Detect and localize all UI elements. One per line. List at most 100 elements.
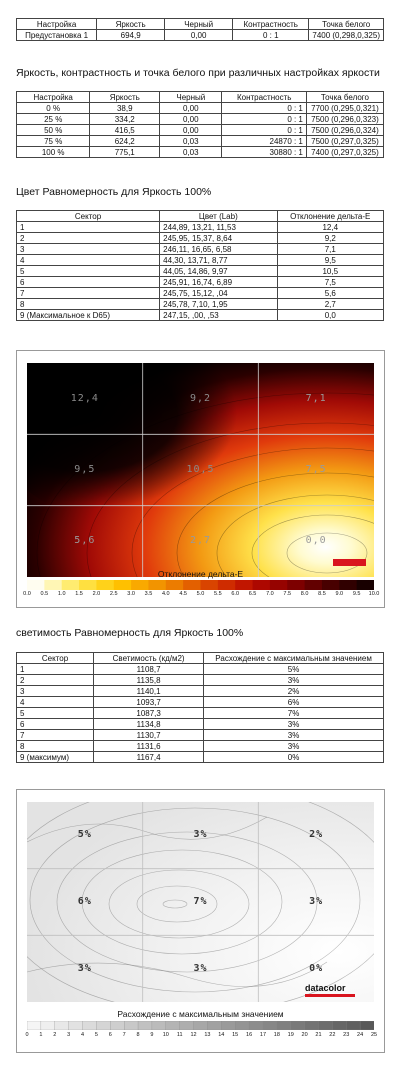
scale-tick-label: 24: [357, 1032, 364, 1038]
color-uniformity-table: Сектор Цвет (Lab) Отклонение дельта-E 1 244…: [15, 210, 385, 321]
table-cell: 3: [15, 243, 161, 255]
gray-scale-step: [54, 1021, 70, 1030]
table-cell: 7,1: [276, 243, 385, 255]
scale-tick-label: 2: [53, 1032, 57, 1038]
scale-tick-label: 25: [370, 1032, 378, 1038]
table-row: 8 245,78, 7,10, 1,95 2,7: [15, 298, 385, 310]
scale-tick-label: 6.5: [248, 591, 257, 597]
scale-tick-label: 12: [190, 1032, 197, 1038]
delta-e-legend-title: Отклонение дельта-E: [157, 569, 244, 579]
gray-scale-step: [346, 1021, 361, 1030]
table-cell: 12,4: [276, 221, 385, 233]
table-cell: 8: [15, 740, 95, 752]
gray-scale-step: [40, 1021, 56, 1030]
sector-value-label: 6%: [77, 896, 92, 907]
table-cell: 1: [15, 663, 95, 675]
scale-tick-label: 23: [343, 1032, 350, 1038]
table-cell: 0 : 1: [221, 102, 307, 114]
color-scale-step: [131, 580, 149, 590]
sector-value-label: 5%: [77, 829, 92, 841]
table-cell: 9 (Максимальное к D65): [15, 309, 161, 321]
scale-tick-label: 16: [246, 1032, 253, 1038]
column-header: Точка белого: [305, 91, 385, 103]
table-row: 6 245,91, 16,74, 6,89 7,5: [15, 276, 385, 288]
table-cell: 10,5: [276, 265, 385, 277]
brightness-table: Настройка Яркость Черный Контрастность Точка…: [15, 91, 385, 158]
table-row: 8 1131,6 3%: [15, 740, 384, 752]
scale-tick-label: 7.0: [266, 591, 274, 597]
table-cell: 1135,8: [93, 674, 205, 686]
table-cell: 7400 (0,297,0,325): [305, 146, 385, 158]
table-cell: 0,00: [159, 124, 223, 136]
table-cell: 1: [15, 221, 161, 233]
scale-tick-label: 7: [122, 1032, 126, 1038]
table-cell: 2,7: [276, 298, 385, 310]
gray-scale-step: [318, 1021, 334, 1030]
table-cell: 2: [15, 232, 161, 244]
delta-e-heatmap: [27, 363, 374, 577]
gray-scale-step: [110, 1021, 125, 1030]
color-scale-step: [321, 580, 340, 590]
table-cell: 7,5: [276, 276, 385, 288]
sector-value-label: 5,6: [74, 535, 96, 547]
gray-scale-step: [290, 1021, 306, 1030]
table-cell: 6%: [203, 696, 384, 708]
scale-tick-label: 19: [287, 1032, 294, 1038]
scale-tick-label: 14: [218, 1032, 225, 1038]
color-scale-step: [148, 580, 167, 590]
table-row: 4 1093,7 6%: [15, 696, 384, 708]
table-row: 3 246,11, 16,65, 6,58 7,1: [15, 243, 385, 255]
table-cell: 8: [15, 298, 161, 310]
table-header-row: Сектор Светимость (кд/м2) Расхождение с ма…: [15, 652, 384, 664]
table-cell: 24870 : 1: [221, 135, 307, 147]
table-cell: 0 : 1: [221, 124, 307, 136]
sector-value-label: 0,0: [305, 535, 327, 547]
column-header: Светимость (кд/м2): [93, 652, 205, 664]
gray-scale-step: [262, 1021, 278, 1030]
sector-value-label: 9,2: [189, 392, 212, 404]
color-scale-step: [235, 580, 254, 590]
sector-value-label: 7,1: [305, 392, 327, 404]
scale-tick-label: 18: [273, 1032, 280, 1038]
column-header: Расхождение с максимальным значением: [203, 652, 384, 664]
table-cell: 245,91, 16,74, 6,89: [159, 276, 278, 288]
table-row: 0 % 38,9 0,00 0 : 1 7700 (0,295,0,321): [15, 102, 385, 114]
column-header: Точка белого: [308, 18, 384, 30]
table-cell: 247,15, ,00, ,53: [159, 309, 278, 321]
gray-scale-step: [165, 1021, 181, 1030]
luminance-legend-title: Расхождение с максимальным значением: [117, 1009, 284, 1019]
brand-mark: [333, 559, 366, 566]
table-row: 5 44,05, 14,86, 9,97 10,5: [15, 265, 385, 277]
table-header-row: Настройка Яркость Черный Контрастность Точка…: [15, 91, 385, 103]
table-cell: 0%: [203, 751, 384, 763]
scale-tick-label: 1.0: [57, 591, 66, 597]
table-cell: 6: [15, 718, 95, 730]
table-row: 7 1130,7 3%: [15, 729, 384, 741]
table-cell: 5: [15, 707, 95, 719]
column-header: Сектор: [15, 210, 161, 222]
gray-scale-step: [151, 1021, 167, 1030]
table-cell: 0,03: [159, 135, 223, 147]
table-cell: 334,2: [89, 113, 161, 125]
table-cell: 9 (максимум): [15, 751, 95, 763]
table-cell: 75 %: [15, 135, 91, 147]
column-header: Черный: [159, 91, 223, 103]
gray-scale-step: [221, 1021, 236, 1030]
scale-tick-label: 7.5: [283, 591, 292, 597]
table-cell: 0,00: [159, 113, 223, 125]
table-row: 3 1140,1 2%: [15, 685, 384, 697]
color-scale-step: [113, 580, 132, 590]
sector-value-label: 9,5: [74, 464, 96, 475]
sector-value-label: 3%: [193, 962, 208, 974]
gray-scale-step: [179, 1021, 195, 1030]
table-row: 7 245,75, 15,12, ,04 5,6: [15, 287, 385, 299]
color-scale-step: [304, 580, 323, 590]
luminance-gray-scale: [27, 1021, 374, 1030]
table-cell: 7500 (0,296,0,323): [305, 113, 385, 125]
table-cell: 1134,8: [93, 718, 205, 730]
table-cell: Предустановка 1: [15, 29, 98, 41]
table-cell: 38,9: [89, 102, 161, 114]
scale-tick-label: 0.5: [40, 591, 49, 597]
table-cell: 1093,7: [93, 696, 205, 708]
gray-scale-step: [68, 1021, 84, 1030]
